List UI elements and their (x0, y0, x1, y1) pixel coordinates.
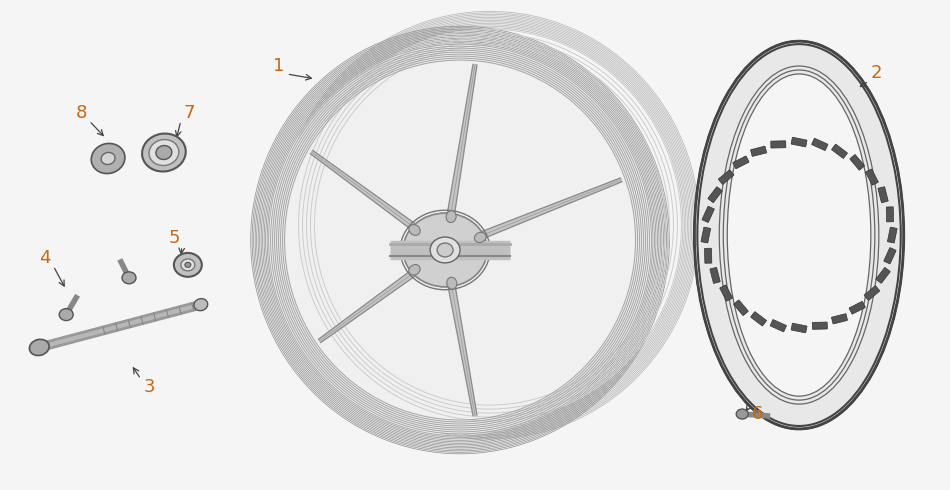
Ellipse shape (142, 134, 186, 172)
Text: 1: 1 (273, 57, 284, 75)
FancyBboxPatch shape (770, 319, 787, 332)
Ellipse shape (446, 277, 457, 289)
FancyBboxPatch shape (831, 144, 847, 158)
Ellipse shape (174, 253, 201, 277)
FancyBboxPatch shape (705, 248, 712, 263)
FancyBboxPatch shape (732, 156, 749, 169)
FancyBboxPatch shape (849, 301, 865, 314)
FancyBboxPatch shape (720, 285, 732, 301)
FancyBboxPatch shape (702, 206, 714, 222)
Ellipse shape (29, 339, 49, 356)
FancyBboxPatch shape (791, 323, 807, 333)
Text: 5: 5 (168, 229, 180, 247)
Ellipse shape (446, 211, 456, 222)
Ellipse shape (122, 272, 136, 284)
Text: 6: 6 (751, 405, 763, 423)
FancyBboxPatch shape (865, 169, 879, 185)
Ellipse shape (91, 144, 124, 173)
FancyBboxPatch shape (831, 314, 847, 324)
Ellipse shape (728, 74, 871, 396)
Text: 2: 2 (871, 64, 883, 82)
Ellipse shape (694, 41, 903, 429)
Ellipse shape (185, 263, 191, 268)
Text: 3: 3 (143, 378, 155, 396)
Polygon shape (444, 178, 622, 254)
Ellipse shape (408, 265, 420, 275)
Ellipse shape (180, 259, 195, 271)
FancyBboxPatch shape (876, 268, 890, 283)
Ellipse shape (156, 146, 172, 160)
Ellipse shape (474, 232, 486, 243)
FancyBboxPatch shape (812, 322, 827, 329)
Ellipse shape (271, 46, 650, 434)
Polygon shape (318, 247, 447, 343)
FancyBboxPatch shape (811, 138, 827, 150)
Polygon shape (311, 150, 447, 253)
FancyBboxPatch shape (718, 170, 734, 184)
FancyBboxPatch shape (886, 207, 894, 222)
Ellipse shape (149, 140, 179, 166)
FancyBboxPatch shape (878, 187, 888, 203)
FancyBboxPatch shape (701, 227, 711, 243)
FancyBboxPatch shape (884, 247, 896, 264)
Text: 7: 7 (183, 104, 195, 122)
FancyBboxPatch shape (864, 286, 880, 300)
FancyBboxPatch shape (850, 154, 864, 170)
FancyBboxPatch shape (710, 268, 720, 283)
Ellipse shape (59, 309, 73, 320)
Text: 8: 8 (75, 104, 86, 122)
FancyBboxPatch shape (887, 227, 897, 243)
Polygon shape (441, 249, 477, 416)
FancyBboxPatch shape (708, 187, 722, 202)
Ellipse shape (194, 298, 208, 311)
Text: 4: 4 (40, 249, 51, 267)
Ellipse shape (437, 243, 453, 257)
Ellipse shape (403, 213, 487, 287)
Polygon shape (441, 64, 477, 250)
Ellipse shape (101, 152, 115, 165)
FancyBboxPatch shape (770, 141, 786, 148)
Ellipse shape (736, 409, 749, 419)
Ellipse shape (408, 224, 420, 235)
FancyBboxPatch shape (750, 312, 767, 326)
FancyBboxPatch shape (791, 137, 807, 147)
Ellipse shape (430, 237, 460, 263)
FancyBboxPatch shape (750, 146, 767, 156)
FancyBboxPatch shape (733, 300, 749, 316)
